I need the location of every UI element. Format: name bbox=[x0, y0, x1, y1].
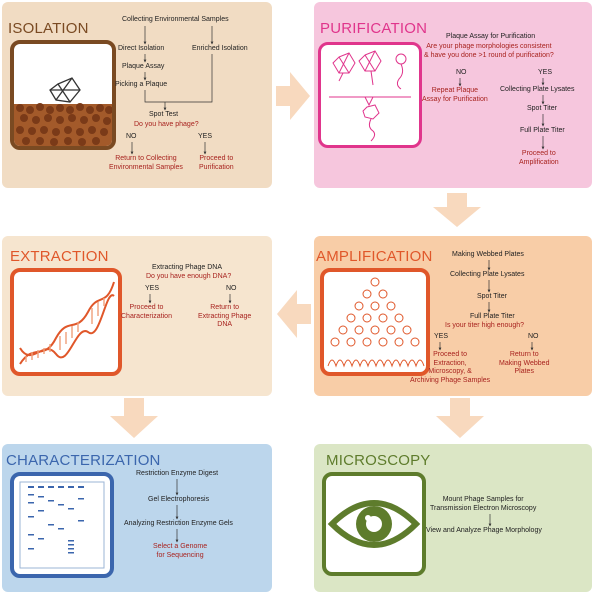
plaque-morphology-icon bbox=[318, 42, 422, 148]
microscopy-mount-line-2: Transmission Electron Microscopy bbox=[430, 504, 537, 512]
isolation-picking-text: Picking a Plaque bbox=[115, 81, 168, 88]
purification-spot-titer-text: Spot Titer bbox=[527, 105, 557, 112]
isolation-collect-text: Collecting Environmental Samples bbox=[122, 16, 229, 23]
microscopy-mount-text: Mount Phage Samples for Transmission Ele… bbox=[430, 496, 536, 513]
amplification-spot-titer-text: Spot Titer bbox=[477, 293, 507, 300]
amplification-collecting-text: Collecting Plate Lysates bbox=[450, 271, 525, 278]
amplification-no-result: Return to Making Webbed Plates bbox=[499, 351, 549, 377]
microscopy-mount-line-1: Mount Phage Samples for bbox=[442, 496, 524, 503]
characterization-result-line-2: for Sequencing bbox=[156, 551, 204, 559]
purification-yes-result-line-1: Proceed to bbox=[521, 150, 556, 157]
isolation-question-text: Do you have phage? bbox=[134, 121, 199, 128]
isolation-no-result: Return to Collecting Environmental Sampl… bbox=[109, 155, 183, 172]
purification-question-line-1: Are your phage morphologies consistent bbox=[426, 43, 552, 50]
microscopy-view-text: View and Analyze Phage Morphology bbox=[426, 527, 542, 534]
extraction-panel: EXTRACTION bbox=[2, 236, 272, 396]
purification-yes-result: Proceed to Amplification bbox=[519, 150, 559, 167]
characterization-result: Select a Genome for Sequencing bbox=[153, 543, 207, 560]
isolation-plaque-assay-text: Plaque Assay bbox=[122, 63, 165, 70]
extraction-no-result: Return to Extracting Phage DNA bbox=[198, 304, 251, 330]
arrow-extraction-to-characterization bbox=[110, 398, 158, 438]
characterization-electrophoresis-text: Gel Electrophoresis bbox=[148, 496, 210, 503]
purification-yes-result-line-2: Amplification bbox=[519, 158, 559, 166]
amplification-panel: AMPLIFICATION bbox=[314, 236, 592, 396]
amplification-no-result-line-2: Making Webbed bbox=[499, 359, 550, 367]
amplification-full-titer-text: Full Plate Titer bbox=[470, 313, 515, 320]
arrow-isolation-to-purification bbox=[276, 72, 310, 120]
extraction-question: Do you have enough DNA? bbox=[146, 273, 232, 280]
purification-no-result-line-2: Assay for Purification bbox=[422, 95, 488, 103]
extraction-no-result-line-3: DNA bbox=[217, 321, 233, 328]
isolation-enriched-text: Enriched Isolation bbox=[192, 45, 248, 52]
eye-icon bbox=[322, 472, 426, 576]
isolation-no-result-line-2: Environmental Samples bbox=[109, 163, 183, 171]
isolation-title: ISOLATION bbox=[8, 20, 89, 37]
purification-full-titer-text: Full Plate Titer bbox=[520, 127, 565, 134]
soil-phage-icon bbox=[10, 40, 116, 150]
extraction-yes-label: YES bbox=[145, 285, 160, 292]
purification-no-label: NO bbox=[456, 69, 467, 76]
arrow-purification-to-amplification bbox=[433, 193, 481, 227]
purification-title: PURIFICATION bbox=[320, 20, 428, 37]
isolation-direct-text: Direct Isolation bbox=[118, 45, 165, 52]
amplification-question: Is your titer high enough? bbox=[445, 322, 524, 329]
extraction-yes-result-line-1: Proceed to bbox=[129, 304, 164, 311]
characterization-result-line-1: Select a Genome bbox=[153, 543, 208, 550]
isolation-no-label: NO bbox=[126, 133, 137, 140]
extraction-yes-result: Proceed to Characterization bbox=[121, 304, 172, 321]
extraction-step-text: Extracting Phage DNA bbox=[152, 264, 223, 271]
isolation-yes-label: YES bbox=[198, 133, 213, 140]
characterization-panel: CHARACTERIZATION bbox=[2, 444, 272, 592]
purification-question: Are your phage morphologies consistent &… bbox=[424, 43, 554, 60]
amplification-no-label: NO bbox=[528, 333, 539, 340]
arrow-amplification-to-microscopy bbox=[436, 398, 484, 438]
extraction-no-label: NO bbox=[226, 285, 237, 292]
extraction-yes-result-line-2: Characterization bbox=[121, 312, 172, 320]
dna-helix-icon bbox=[10, 268, 122, 376]
extraction-no-result-line-2: Extracting Phage bbox=[198, 312, 252, 320]
amplification-title: AMPLIFICATION bbox=[316, 248, 433, 265]
amplification-yes-label: YES bbox=[434, 333, 449, 340]
isolation-no-result-line-1: Return to Collecting bbox=[115, 155, 177, 162]
microscopy-panel: MICROSCOPY bbox=[314, 444, 592, 592]
characterization-digest-text: Restriction Enzyme Digest bbox=[136, 470, 219, 477]
gel-electrophoresis-icon bbox=[10, 472, 114, 578]
amplification-no-result-line-1: Return to bbox=[509, 351, 539, 358]
amplification-yes-result: Proceed to Extraction, Microscopy, & Arc… bbox=[410, 351, 490, 385]
amplification-yes-result-line-3: Microscopy, & bbox=[428, 368, 472, 375]
amplified-phage-icon bbox=[320, 268, 430, 376]
isolation-yes-result-line-2: Purification bbox=[199, 163, 234, 171]
extraction-no-result-line-1: Return to bbox=[210, 304, 240, 311]
purification-yes-label: YES bbox=[538, 69, 553, 76]
amplification-webbed-text: Making Webbed Plates bbox=[452, 251, 524, 258]
amplification-yes-result-line-4: Archiving Phage Samples bbox=[410, 376, 491, 384]
extraction-title: EXTRACTION bbox=[10, 248, 109, 265]
amplification-yes-result-line-1: Proceed to bbox=[433, 351, 467, 358]
microscopy-title: MICROSCOPY bbox=[326, 452, 431, 469]
isolation-panel: ISOLATION bbox=[2, 2, 272, 188]
isolation-spot-test-text: Spot Test bbox=[149, 111, 179, 118]
isolation-yes-result-line-1: Proceed to bbox=[199, 155, 234, 162]
characterization-analyzing-text: Analyzing Restriction Enzyme Gels bbox=[124, 520, 233, 527]
arrow-amplification-to-extraction bbox=[277, 290, 311, 338]
purification-no-result: Repeat Plaque Assay for Purification bbox=[422, 87, 488, 104]
characterization-title: CHARACTERIZATION bbox=[6, 452, 161, 469]
isolation-yes-result: Proceed to Purification bbox=[199, 155, 234, 172]
purification-no-result-line-1: Repeat Plaque bbox=[431, 87, 479, 94]
purification-collecting-text: Collecting Plate Lysates bbox=[500, 86, 575, 93]
amplification-yes-result-line-2: Extraction, bbox=[433, 359, 467, 367]
purification-question-line-2: & have you done >1 round of purification… bbox=[424, 51, 554, 59]
amplification-no-result-line-3: Plates bbox=[514, 368, 534, 375]
purification-step-text: Plaque Assay for Purification bbox=[446, 33, 536, 40]
purification-panel: PURIFICATION bbox=[314, 2, 592, 188]
